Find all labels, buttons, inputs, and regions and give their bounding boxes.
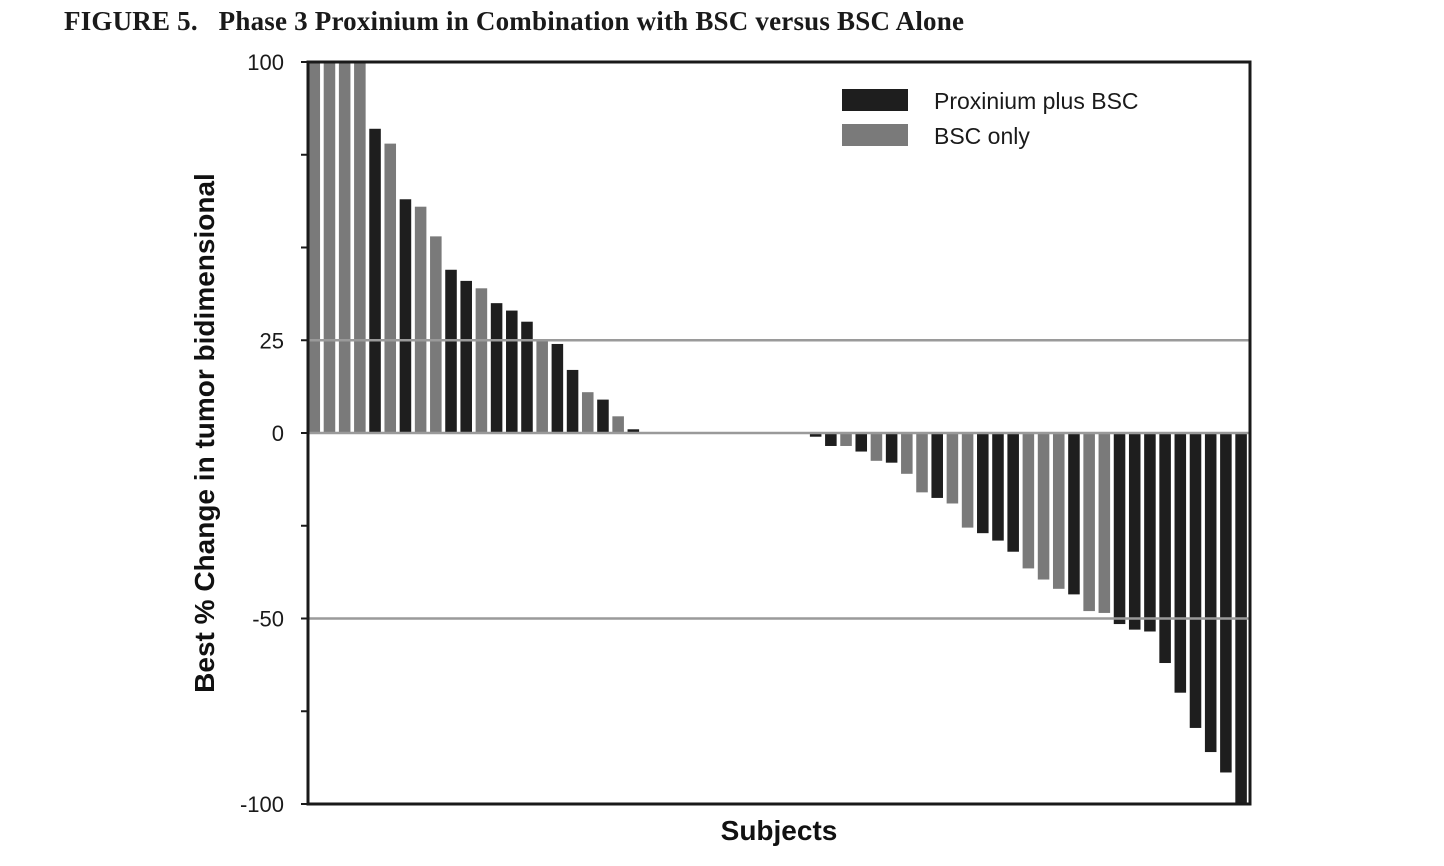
bar-bsc-only [612,416,624,433]
legend-label: Proxinium plus BSC [934,88,1139,114]
bar-bsc-only [384,143,397,433]
bar-bsc-only [1098,433,1111,613]
bar-proxinium-plus-bsc [1189,433,1202,728]
reference-lines [308,339,1250,620]
bar-bsc-only [414,206,427,433]
bar-proxinium-plus-bsc [566,369,579,433]
y-tick-label: 100 [247,50,284,75]
bar-proxinium-plus-bsc [597,399,609,433]
y-axis-title: Best % Change in tumor bidimensional [189,173,220,693]
bar-bsc-only [1037,433,1050,580]
bar-proxinium-plus-bsc [1007,433,1019,552]
bar-proxinium-plus-bsc [931,433,943,498]
bar-bsc-only [840,433,852,446]
bar-proxinium-plus-bsc [1113,433,1126,625]
bar-proxinium-plus-bsc [551,343,564,433]
figure-title: FIGURE 5. Phase 3 Proxinium in Combinati… [64,6,965,36]
bar-proxinium-plus-bsc [460,280,472,433]
bar-bsc-only [536,340,548,433]
bar-bsc-only [901,433,913,474]
bar-proxinium-plus-bsc [445,269,457,433]
bar-bsc-only [354,62,366,433]
bars-layer [308,62,1247,804]
bar-proxinium-plus-bsc [399,199,412,433]
bar-bsc-only [946,433,959,504]
bar-proxinium-plus-bsc [369,128,381,433]
bar-proxinium-plus-bsc [1144,433,1156,632]
bar-proxinium-plus-bsc [992,433,1004,541]
bar-proxinium-plus-bsc [506,310,518,433]
bar-bsc-only [916,433,928,493]
y-tick-label: 25 [260,328,284,353]
bar-bsc-only [475,288,488,433]
bar-proxinium-plus-bsc [627,429,640,433]
bar-bsc-only [1083,433,1095,612]
y-tick-label: -50 [252,607,284,632]
bar-proxinium-plus-bsc [825,433,837,446]
legend: Proxinium plus BSC BSC only [842,88,1139,149]
bar-proxinium-plus-bsc [1220,433,1232,773]
bar-proxinium-plus-bsc [855,433,868,452]
y-tick-label: 0 [272,421,284,446]
bar-proxinium-plus-bsc [1159,433,1171,664]
bar-proxinium-plus-bsc [1204,433,1217,753]
bar-bsc-only [870,433,883,461]
bar-bsc-only [1052,433,1065,589]
bar-bsc-only [323,62,336,433]
bar-proxinium-plus-bsc [1068,433,1080,595]
bar-bsc-only [961,433,974,528]
bar-bsc-only [1022,433,1035,569]
legend-label: BSC only [934,123,1030,149]
legend-swatch [842,89,908,111]
bar-proxinium-plus-bsc [1128,433,1141,630]
legend-swatch [842,124,908,146]
x-axis-title: Subjects [721,815,838,846]
bar-proxinium-plus-bsc [521,321,533,433]
bar-bsc-only [338,62,351,433]
y-tick-label: -100 [240,792,284,817]
bar-proxinium-plus-bsc [885,433,898,463]
bar-proxinium-plus-bsc [977,433,989,534]
bar-proxinium-plus-bsc [809,433,822,437]
bar-proxinium-plus-bsc [490,303,503,433]
bar-bsc-only [581,392,594,433]
y-axis-ticks: 100 25 0 -50 -100 [240,50,308,817]
bar-proxinium-plus-bsc [1174,433,1187,693]
bar-bsc-only [430,236,442,433]
bar-bsc-only [308,62,321,433]
